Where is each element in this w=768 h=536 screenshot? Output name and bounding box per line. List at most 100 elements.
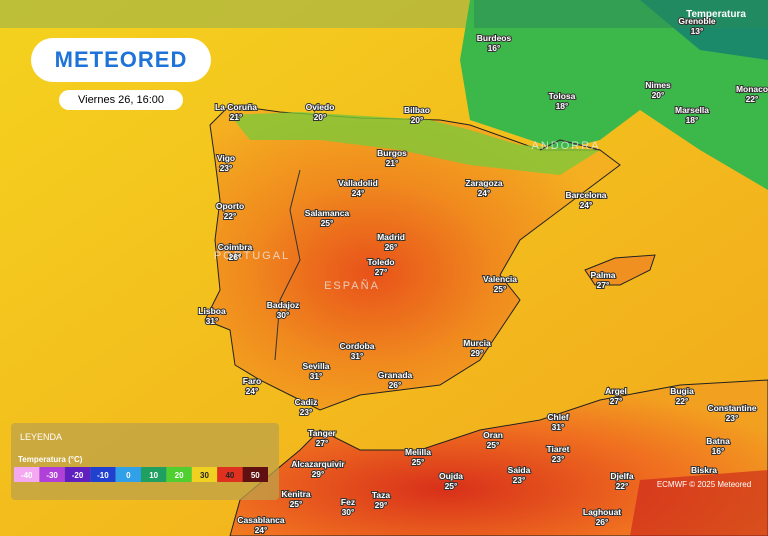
- city-temp: 25°: [321, 218, 334, 228]
- city-temp: 20°: [411, 115, 424, 125]
- north-green: [230, 112, 600, 175]
- city-name: Cadiz: [295, 397, 318, 407]
- city-temp: 24°: [580, 200, 593, 210]
- scale-segment: [242, 467, 268, 482]
- city-name: Monaco: [736, 84, 768, 94]
- city-temp: 24°: [352, 188, 365, 198]
- city-temp: 16°: [712, 446, 725, 456]
- scale-segment: [141, 467, 167, 482]
- city-temp: 23°: [300, 407, 313, 417]
- scale-tick-label: 30: [200, 471, 209, 480]
- city-name: Lisboa: [198, 306, 226, 316]
- city-name: Palma: [590, 270, 615, 280]
- city-temp: 13°: [691, 26, 704, 36]
- scale-tick-label: 50: [251, 471, 260, 480]
- city-name: Oporto: [216, 201, 244, 211]
- city-temp: 24°: [246, 386, 259, 396]
- city-name: Badajoz: [267, 300, 300, 310]
- city-temp: 21°: [386, 158, 399, 168]
- city-name: Toledo: [367, 257, 394, 267]
- city-temp: 30°: [342, 507, 355, 517]
- city-temp: 18°: [556, 101, 569, 111]
- region-label: ESPAÑA: [324, 279, 380, 292]
- city-name: Tanger: [308, 428, 336, 438]
- city-name: Oujda: [439, 471, 463, 481]
- layer-label: Temperatura: [686, 9, 746, 20]
- city-name: Granada: [378, 370, 413, 380]
- city-name: Valladolid: [338, 178, 378, 188]
- scale-tick-label: -40: [21, 471, 33, 480]
- city-name: La Coruña: [215, 102, 257, 112]
- city-name: Tiaret: [547, 444, 570, 454]
- legend-title: LEYENDA: [20, 432, 62, 442]
- city-name: Burdeos: [477, 33, 512, 43]
- scale-segment: [191, 467, 218, 482]
- city-temp: 31°: [552, 422, 565, 432]
- city-name: Faro: [243, 376, 261, 386]
- city-name: Oviedo: [306, 102, 335, 112]
- city-name: Sevilla: [303, 361, 330, 371]
- city-temp: 27°: [610, 396, 623, 406]
- city-name: Casablanca: [237, 515, 285, 525]
- city-name: Coimbra: [218, 242, 253, 252]
- city-name: Cordoba: [340, 341, 375, 351]
- city-temp: 23°: [513, 475, 526, 485]
- iberia-land: [204, 104, 621, 411]
- city-name: Burgos: [377, 148, 407, 158]
- city-name: Melilla: [405, 447, 431, 457]
- city-temp: 24°: [478, 188, 491, 198]
- scale-segment: [14, 467, 40, 482]
- date: Viernes 26, 16:00: [77, 94, 165, 106]
- city-name: Grenoble: [678, 16, 716, 26]
- scale-segment: [217, 467, 243, 482]
- city-name: Nimes: [645, 80, 671, 90]
- city-temp: 22°: [676, 396, 689, 406]
- city-name: Salamanca: [305, 208, 350, 218]
- city-temp: 31°: [351, 351, 364, 361]
- scale-segment: [115, 467, 141, 482]
- city-name: Laghouat: [583, 507, 621, 517]
- africa-hot: [630, 470, 768, 536]
- legend-subtitle: Temperatura (°C): [18, 455, 83, 464]
- portugal-border: [274, 169, 301, 361]
- city-temp: 30°: [277, 310, 290, 320]
- city-name: Constantine: [707, 403, 756, 413]
- city-name: Murcia: [463, 338, 491, 348]
- scale-segment: [90, 467, 116, 482]
- city-name: Barcelona: [565, 190, 606, 200]
- header-strip: [474, 0, 768, 28]
- city-temp: 22°: [616, 481, 629, 491]
- scale-tick-label: -20: [72, 471, 84, 480]
- city-name: Bilbao: [404, 105, 430, 115]
- city-temp: 24°: [255, 525, 268, 535]
- france-land: [460, 0, 768, 190]
- attribution: ECMWF © 2025 Meteored: [657, 480, 751, 489]
- city-temp: 20°: [314, 112, 327, 122]
- city-name: Zaragoza: [465, 178, 503, 188]
- date-pill[interactable]: Viernes 26, 16:00: [59, 90, 183, 110]
- city-temp: 25°: [487, 440, 500, 450]
- city-name: Saida: [508, 465, 531, 475]
- city-name: Bugia: [670, 386, 694, 396]
- city-temp: 23°: [552, 454, 565, 464]
- city-name: Valencia: [483, 274, 517, 284]
- city-temp: 16°: [488, 43, 501, 53]
- city-name: Chlef: [547, 412, 568, 422]
- scale-tick-label: -30: [46, 471, 58, 480]
- city-name: Tolosa: [549, 91, 576, 101]
- scale-segment: [64, 467, 91, 482]
- scale-segment: [166, 467, 192, 482]
- city-name: Djelfa: [610, 471, 633, 481]
- city-name: Marsella: [675, 105, 709, 115]
- city-temp: 22°: [224, 211, 237, 221]
- city-temp: 26°: [389, 380, 402, 390]
- city-name: Biskra: [691, 465, 717, 475]
- city-temp: 29°: [312, 469, 325, 479]
- city-name: Argel: [605, 386, 627, 396]
- scale-tick-label: -10: [97, 471, 109, 480]
- city-temp: 21°: [230, 112, 243, 122]
- city-name: Fez: [341, 497, 355, 507]
- city-temp: 25°: [290, 499, 303, 509]
